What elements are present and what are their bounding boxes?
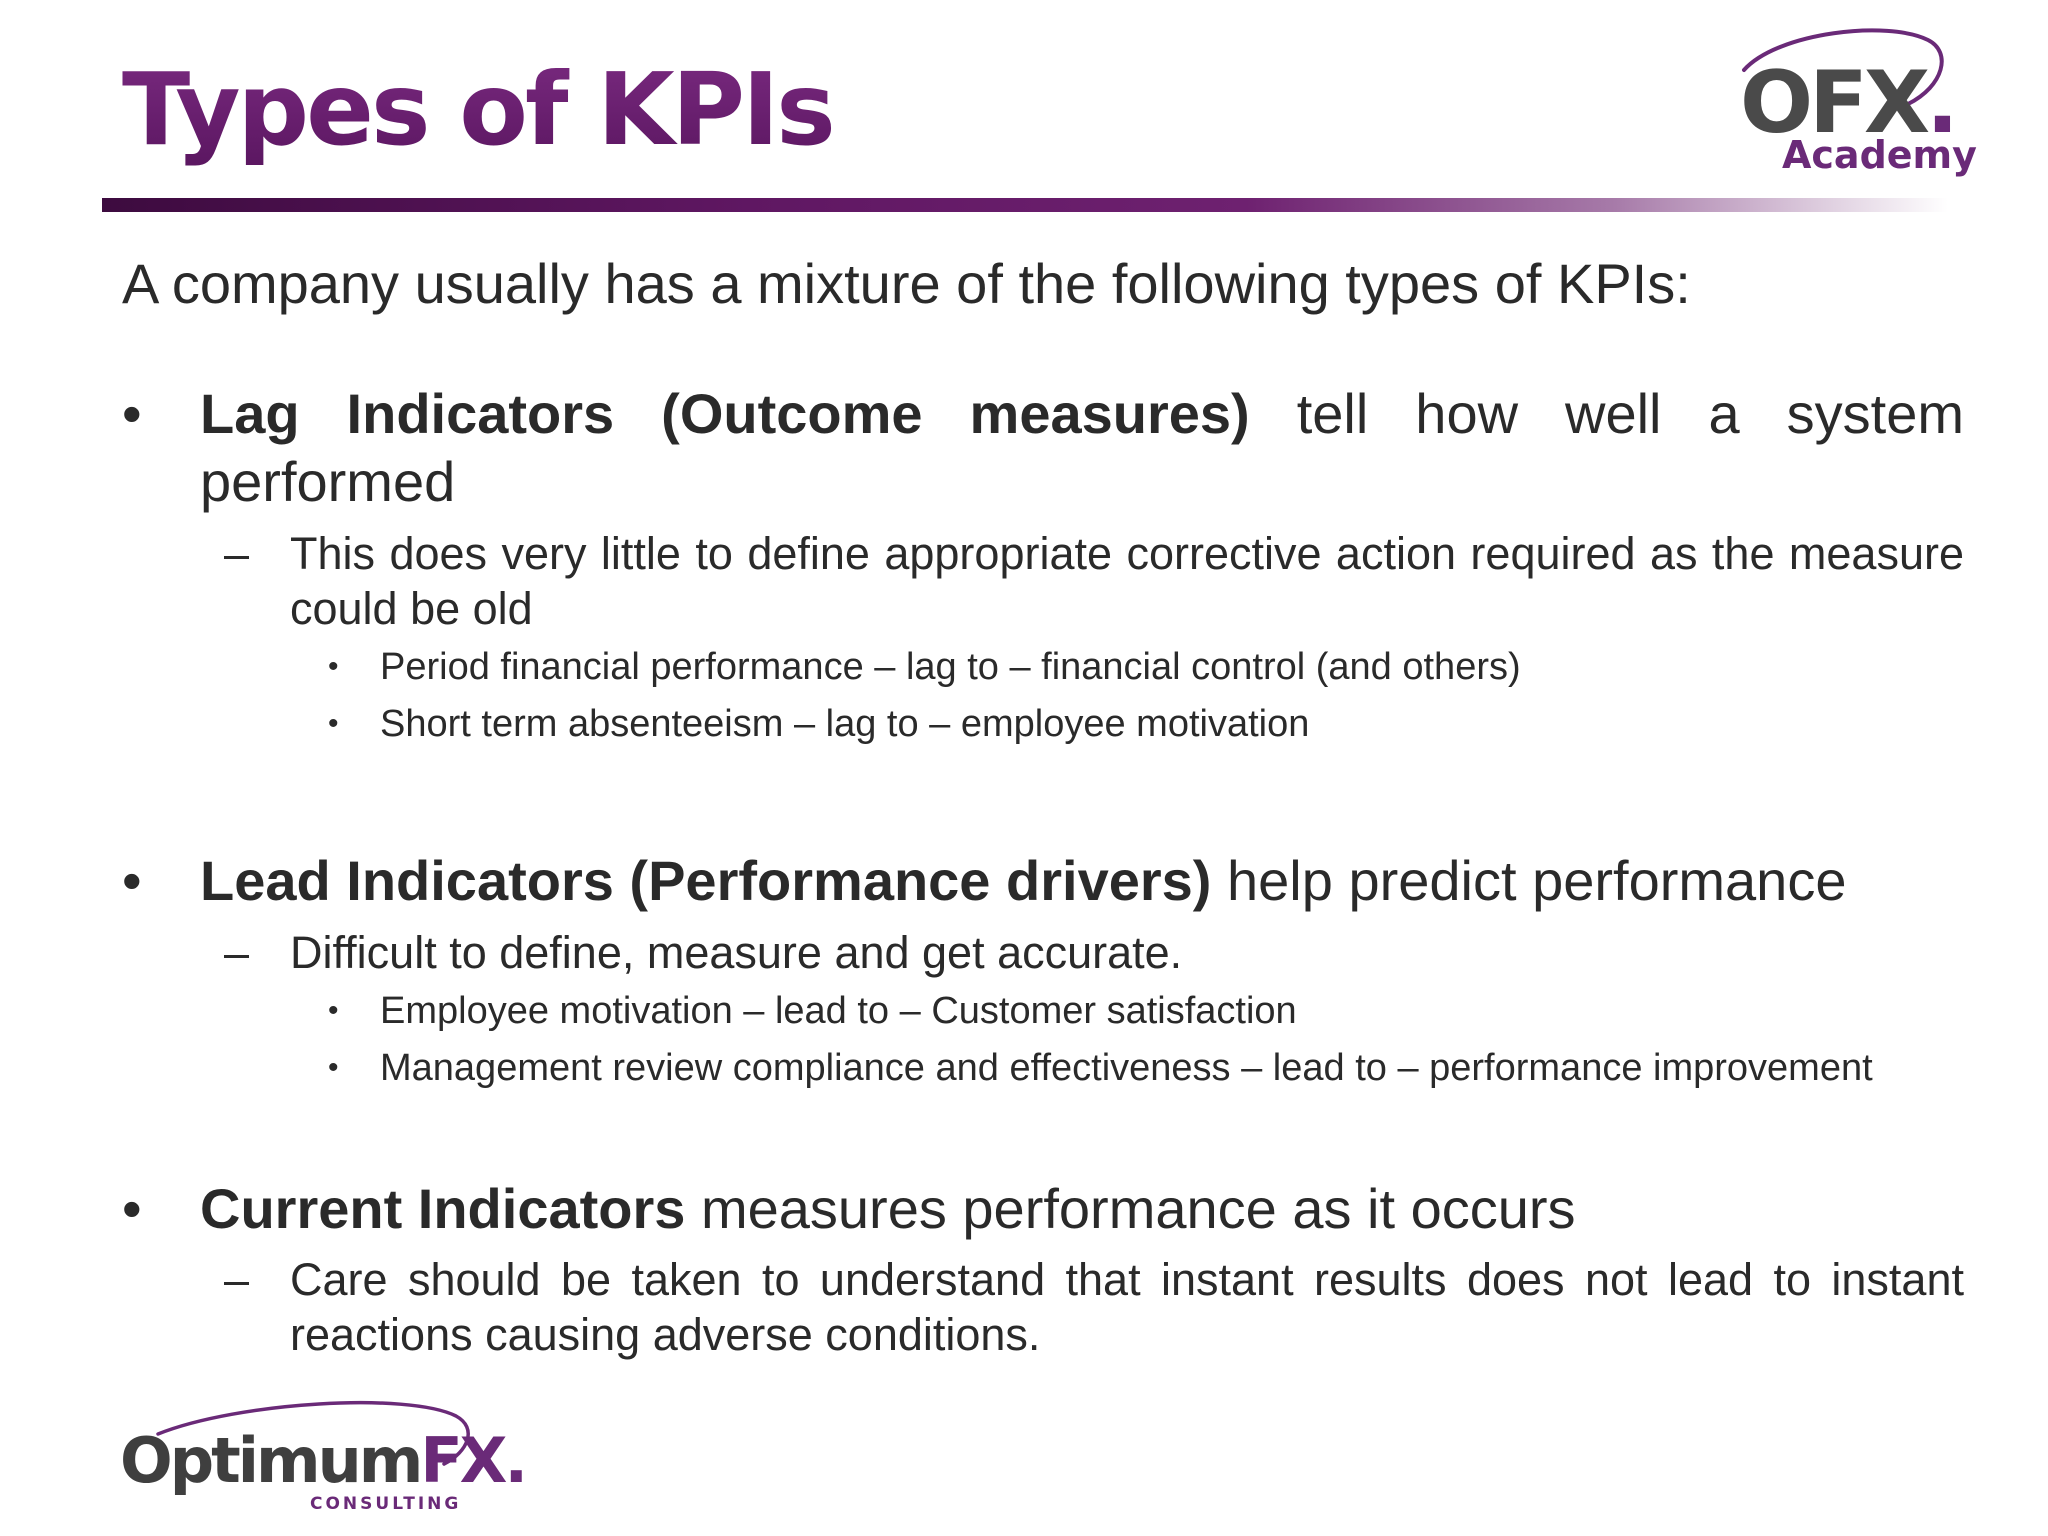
item-heading: Lag Indicators (Outcome measures) xyxy=(200,382,1250,445)
list-item-text: Current Indicators measures performance … xyxy=(200,1175,1964,1243)
intro-text: A company usually has a mixture of the f… xyxy=(122,252,1691,315)
item-heading: Current Indicators xyxy=(200,1177,686,1240)
title-divider xyxy=(102,198,1948,212)
bullet: • xyxy=(328,1051,339,1084)
dash: – xyxy=(224,1254,250,1305)
item-description: measures performance as it occurs xyxy=(685,1177,1576,1240)
dash: – xyxy=(224,927,250,978)
list-item-text: Lag Indicators (Outcome measures) tell h… xyxy=(200,380,1964,516)
bullet: • xyxy=(328,650,339,683)
logo-swoosh-icon xyxy=(1742,28,1944,106)
bullet: • xyxy=(122,382,142,445)
logo-subtitle: CONSULTING xyxy=(310,1494,462,1514)
dash: – xyxy=(224,528,250,579)
item-description: tell how well a system performed xyxy=(200,382,1964,513)
item-description: help predict performance xyxy=(1211,849,1847,912)
slide-title: Types of KPIs xyxy=(122,51,836,168)
bullet: • xyxy=(122,849,142,912)
ofx-academy-logo: OFX. Academy xyxy=(1738,26,1977,186)
sub-item-text: Care should be taken to understand that … xyxy=(290,1254,1964,1360)
logo-swoosh-icon xyxy=(156,1400,470,1466)
sub-item-text: Difficult to define, measure and get acc… xyxy=(290,927,1183,978)
bullet: • xyxy=(328,707,339,740)
logo-subtitle: Academy xyxy=(1782,133,1977,177)
optimumfx-consulting-logo: OptimumFX. CONSULTING xyxy=(118,1398,528,1518)
sub-item-text: This does very little to define appropri… xyxy=(290,528,1964,634)
logo-wordmark: OptimumFX. xyxy=(120,1424,528,1497)
bullet: • xyxy=(328,994,339,1027)
example-text: Employee motivation – lead to – Customer… xyxy=(380,990,1297,1032)
example-text: Management review compliance and effecti… xyxy=(380,1047,1873,1089)
example-text: Period financial performance – lag to – … xyxy=(380,646,1521,688)
example-text: Short term absenteeism – lag to – employ… xyxy=(380,703,1310,745)
list-item-text: Lead Indicators (Performance drivers) he… xyxy=(200,847,1964,915)
item-heading: Lead Indicators (Performance drivers) xyxy=(200,849,1212,912)
bullet: • xyxy=(122,1177,142,1240)
logo-wordmark: OFX. xyxy=(1740,53,1959,153)
